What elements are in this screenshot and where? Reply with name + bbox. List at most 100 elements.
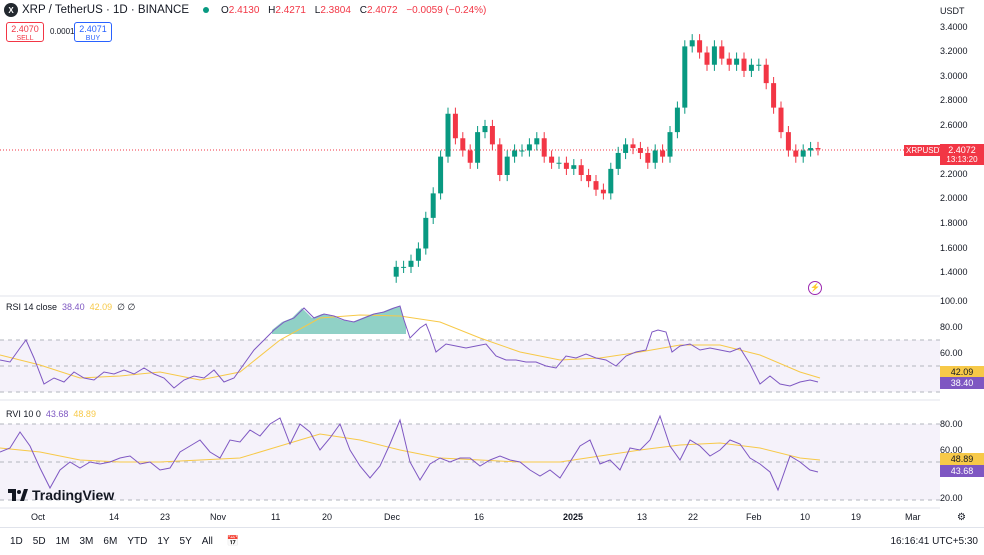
candle-body (526, 144, 532, 151)
candle-body (741, 58, 747, 71)
rvi-tick: 80.00 (940, 419, 963, 429)
candle-body (475, 132, 481, 163)
candle-body (652, 150, 658, 163)
rsi-ma-pill: 42.09 (940, 366, 984, 378)
timeframe-all[interactable]: All (201, 536, 213, 547)
candle-body (408, 260, 414, 267)
candle-body (800, 150, 806, 157)
candle-body (815, 148, 821, 150)
candle-body (600, 189, 606, 194)
last-price-pill: 2.4072 (940, 144, 984, 156)
rvi-tick: 20.00 (940, 493, 963, 503)
chart-header: X XRP / TetherUS · 1D · BINANCE O2.4130 … (0, 0, 940, 20)
symbol-title[interactable]: XRP / TetherUS · 1D · BINANCE (22, 4, 190, 16)
candle-body (704, 52, 710, 65)
rvi-value-pill: 43.68 (940, 465, 984, 477)
axis-tick: 1.4000 (940, 267, 968, 277)
candle-body (763, 64, 769, 84)
candle-body (719, 46, 725, 59)
x-axis-label: 22 (688, 512, 699, 522)
timeframe-6m[interactable]: 6M (103, 536, 118, 547)
candle-body (689, 40, 695, 47)
rsi-tick: 80.00 (940, 322, 963, 332)
candle-body (793, 150, 799, 157)
timeframe-5d[interactable]: 5D (32, 536, 46, 547)
alert-bolt-icon[interactable]: ⚡ (808, 281, 822, 295)
candle-body (593, 181, 599, 190)
tradingview-logo-icon (8, 489, 28, 501)
ohlc-readout: O2.4130 H2.4271 L2.3804 C2.4072 −0.0059 … (221, 4, 487, 16)
candle-body (586, 175, 592, 182)
candle-body (660, 150, 666, 157)
rvi-line (0, 414, 819, 492)
candle-body (645, 152, 651, 163)
candle-body (578, 165, 584, 175)
axis-tick: 3.0000 (940, 71, 968, 81)
sell-button[interactable]: 2.4070 SELL (6, 22, 44, 42)
candle-body (393, 266, 399, 277)
x-axis-label: Dec (384, 512, 401, 522)
rsi-tick: 100.00 (940, 296, 968, 306)
timeframe-1m[interactable]: 1M (55, 536, 70, 547)
rvi-ma-line (0, 433, 821, 463)
candle-body (637, 148, 643, 153)
axis-tick: 2.8000 (940, 95, 968, 105)
timeframe-1y[interactable]: 1Y (157, 536, 170, 547)
x-axis-label: Nov (210, 512, 227, 522)
x-axis-label: 13 (637, 512, 648, 522)
axis-tick: 1.8000 (940, 218, 968, 228)
timeframe-5y[interactable]: 5Y (179, 536, 192, 547)
x-axis-label: 16 (474, 512, 485, 522)
candle-body (785, 132, 791, 151)
candle-body (623, 144, 629, 153)
axis-tick: 2.6000 (940, 120, 968, 130)
candle-body (519, 150, 525, 152)
rsi-line (0, 305, 819, 389)
rvi-ma-pill: 48.89 (940, 453, 984, 465)
candle-body (674, 107, 680, 133)
candle-body (808, 148, 814, 151)
gear-icon[interactable]: ⚙ (957, 512, 966, 523)
rsi-title[interactable]: RSI 14 close 38.40 42.09 ∅ ∅ (6, 302, 136, 312)
candle-body (571, 165, 577, 169)
timeframe-1d[interactable]: 1D (10, 536, 23, 547)
x-axis-label: 23 (160, 512, 171, 522)
candle-body (438, 156, 444, 194)
rvi-title[interactable]: RVI 10 0 43.68 48.89 (6, 409, 96, 419)
rvi-tick: 60.00 (940, 445, 963, 455)
candlestick-series (393, 34, 821, 283)
change-readout: −0.0059 (−0.24%) (406, 4, 487, 16)
symbol-tag: XRPUSDT (904, 145, 947, 156)
clock-readout[interactable]: 16:16:41 UTC+5:30 (890, 536, 978, 547)
axis-tick: 1.6000 (940, 243, 968, 253)
x-axis-label: 10 (800, 512, 811, 522)
axis-tick: 2.2000 (940, 169, 968, 179)
candle-body (608, 168, 614, 194)
countdown-pill: 13:13:20 (940, 155, 984, 165)
buy-button[interactable]: 2.4071 BUY (74, 22, 112, 42)
candle-body (452, 113, 458, 139)
candle-body (423, 217, 429, 249)
candle-body (726, 58, 732, 65)
rsi-band (0, 340, 940, 392)
candle-body (734, 58, 740, 65)
bottom-toolbar: 1D 5D 1M 3M 6M YTD 1Y 5Y All 📅 16:16:41 … (0, 527, 984, 555)
axis-tick: 2.0000 (940, 193, 968, 203)
candle-body (401, 266, 407, 268)
candle-body (460, 138, 466, 151)
candle-body (497, 144, 503, 175)
timeframe-ytd[interactable]: YTD (127, 536, 148, 547)
candle-body (556, 162, 562, 164)
market-status-icon (203, 7, 210, 13)
x-axis-label: 11 (271, 512, 281, 522)
candle-body (541, 138, 547, 157)
candle-body (445, 113, 451, 157)
candle-body (667, 132, 673, 157)
timeframe-3m[interactable]: 3M (79, 536, 94, 547)
candle-body (711, 46, 717, 65)
candle-body (630, 144, 636, 149)
chart-canvas[interactable] (0, 0, 940, 525)
candle-body (467, 150, 473, 163)
candle-body (482, 126, 488, 133)
date-range-icon[interactable]: 📅 (226, 536, 240, 547)
